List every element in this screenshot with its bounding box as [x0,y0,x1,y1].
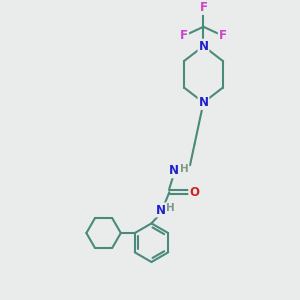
Text: N: N [169,164,179,177]
Text: F: F [219,29,227,42]
Text: N: N [199,96,208,109]
Text: H: H [180,164,188,174]
Text: H: H [167,202,175,213]
Text: F: F [200,1,208,14]
Text: F: F [180,29,188,42]
Text: N: N [199,40,208,52]
Text: N: N [155,203,165,217]
Text: O: O [189,186,199,199]
